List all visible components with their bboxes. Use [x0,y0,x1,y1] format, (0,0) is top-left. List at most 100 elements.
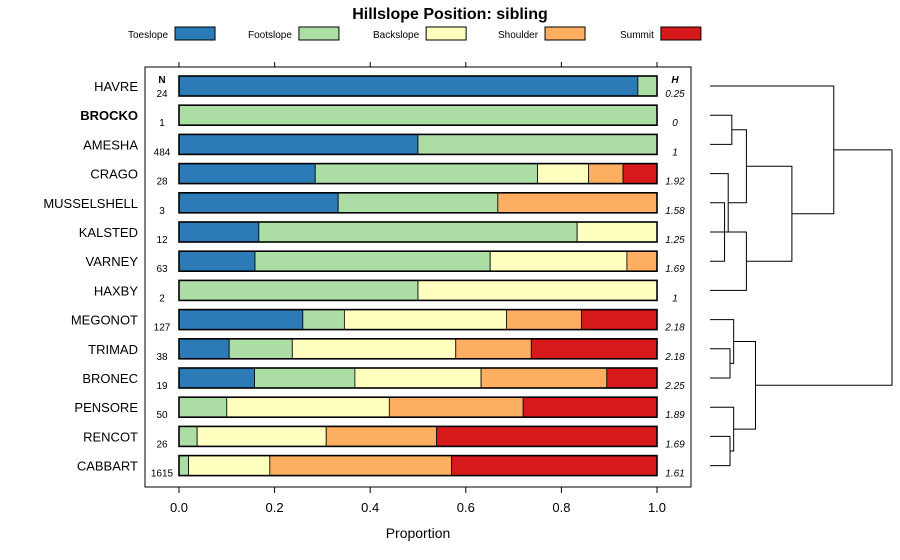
n-value: 26 [156,439,168,450]
bar-outline [178,104,658,126]
row-label: RENCOT [83,429,138,444]
bar-segment-shoulder [388,396,524,418]
bar-outline [178,425,658,448]
bar-segment-toeslope [178,75,639,97]
x-tick-label: 0.0 [170,500,188,515]
bar-outline [178,279,658,302]
row-pensore: PENSORE 50 1.89 [74,396,685,421]
h-value: 2.18 [664,352,685,363]
legend-label: Footslope [248,30,292,41]
bar-segment-footslope [178,396,228,418]
bar-segment-footslope [228,338,293,360]
n-header: N [158,75,165,86]
bar-segment-footslope [178,455,189,477]
bar-segment-summit [522,396,658,418]
n-value: 2 [159,293,165,304]
n-value: 28 [156,177,168,188]
bar-segment-toeslope [178,367,255,389]
dendrogram-branch [710,435,731,467]
h-header: H [671,75,679,86]
bar-outline [178,337,658,360]
row-label: BROCKO [80,108,138,123]
legend-item-shoulder: Shoulder [498,26,586,41]
bar-segment-backslope [537,163,590,185]
h-value: 0.25 [665,89,685,100]
h-value: 1 [672,293,678,304]
bar-segment-toeslope [178,338,230,360]
row-megonot: MEGONOT 127 2.18 [71,308,685,334]
panel-border [144,66,692,488]
bar-segment-toeslope [178,309,304,331]
x-tick-label: 0.8 [552,500,570,515]
bar-segment-toeslope [178,163,316,185]
row-label: VARNEY [86,254,139,269]
legend-swatch [660,26,702,41]
bar-segment-toeslope [178,192,339,214]
bar-segment-backslope [417,279,658,301]
row-rencot: RENCOT 26 1.69 [83,425,685,450]
bar-segment-footslope [258,221,578,243]
row-label: PENSORE [74,400,138,415]
bar-segment-footslope [254,367,356,389]
x-tick-label: 0.6 [457,500,475,515]
n-value: 3 [159,206,165,217]
row-label: MEGONOT [71,313,138,328]
bar-outline [178,308,658,331]
n-value: 12 [156,235,168,246]
bar-segment-footslope [314,163,538,185]
n-value: 38 [156,352,168,363]
bar-segment-backslope [489,250,628,272]
bar-segment-footslope [178,104,658,126]
dendrogram-branch [746,165,793,262]
dendrogram-branch [733,341,756,430]
bar-segment-shoulder [497,192,658,214]
bar-segment-backslope [291,338,457,360]
n-value: 19 [156,381,168,392]
bar-segment-shoulder [588,163,624,185]
row-musselshell: MUSSELSHELL 3 1.58 [43,192,685,217]
bar-outline [178,162,658,185]
legend-swatch [425,26,467,41]
bar-outline [178,250,658,272]
row-label: CABBART [77,459,138,474]
bar-segment-shoulder [626,250,658,272]
row-haxby: HAXBY 2 1 [94,279,678,304]
bar-segment-footslope [254,250,491,272]
bar-segment-footslope [417,133,658,155]
bar-segment-summit [436,425,658,447]
row-label: HAXBY [94,283,138,298]
n-value: 1615 [151,469,174,480]
bar-segment-footslope [637,75,658,97]
h-value: 1.69 [665,264,685,275]
row-cabbart: CABBART 1615 1.61 [77,454,685,480]
row-label: CRAGO [90,167,138,182]
chart-title: Hillslope Position: sibling [352,6,548,23]
dendrogram-branch [710,348,731,379]
bar-segment-backslope [576,221,658,243]
n-value: 24 [156,89,168,100]
bar-segment-backslope [226,396,390,418]
h-value: 1.58 [665,206,685,217]
legend-item-footslope: Footslope [248,26,340,41]
bar-segment-backslope [196,425,327,447]
bar-segment-summit [451,455,658,477]
bar-segment-footslope [178,425,198,447]
row-label: TRIMAD [88,342,138,357]
rows: HAVRE 24 0.25 BROCKO 1 0 AMESHA 484 1 CRAGO 28 1.92… [43,75,685,480]
legend-swatch [174,26,216,41]
bar-segment-summit [530,338,658,360]
legend-label: Summit [620,30,654,41]
x-tick-label: 0.2 [266,500,284,515]
row-crago: CRAGO 28 1.92 [90,162,685,188]
legend-label: Shoulder [498,30,539,41]
bar-segment-summit [581,309,658,331]
bar-outline [178,454,658,477]
n-value: 484 [154,147,171,158]
n-value: 127 [154,323,171,334]
h-value: 1.89 [665,410,685,421]
legend-item-backslope: Backslope [373,26,467,41]
row-brocko: BROCKO 1 0 [80,104,678,129]
n-value: 50 [156,410,168,421]
row-label: MUSSELSHELL [43,196,138,211]
